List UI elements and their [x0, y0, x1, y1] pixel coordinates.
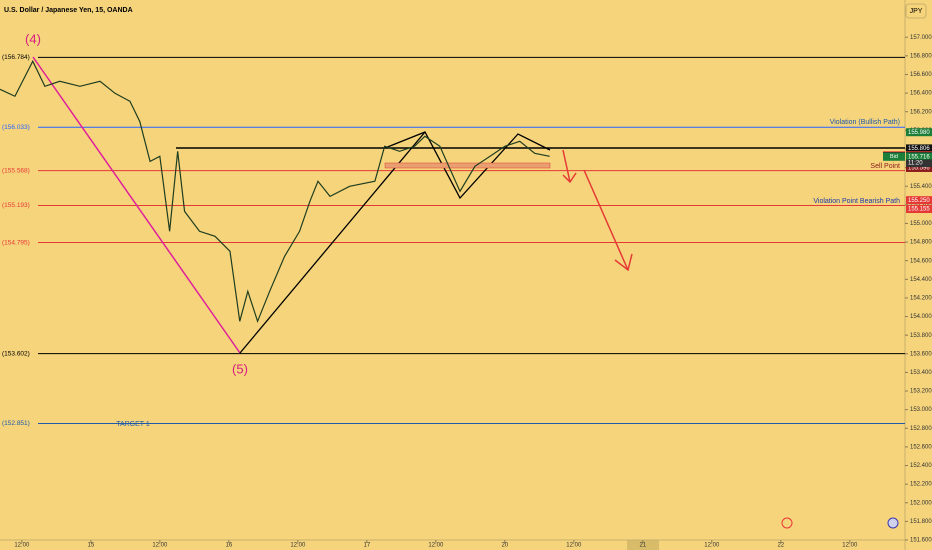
y-tick-label: 154.200 [910, 296, 932, 302]
price-marker [906, 152, 932, 161]
y-tick-label: 152.800 [910, 426, 932, 432]
level-label: (154.795) [2, 239, 30, 246]
level-label: (153.602) [2, 350, 30, 357]
wave-label: (5) [232, 361, 248, 376]
x-tick-label: 12:00 [290, 543, 306, 549]
x-tick-label: 12:00 [704, 543, 720, 549]
wave-label: (4) [25, 31, 41, 46]
arrow [562, 149, 571, 183]
y-tick-label: 157.000 [910, 35, 932, 41]
pattern-line [384, 131, 551, 200]
y-tick-label: 154.600 [910, 258, 932, 264]
annotation: TARGET 1 [116, 421, 150, 428]
annotation: Violation (Bullish Path) [830, 119, 900, 126]
x-tick-label: 17 [363, 543, 370, 549]
price-marker-label: 155.250 [908, 198, 930, 204]
y-tick-label: 156.400 [910, 91, 932, 97]
marker-tag: Bid [890, 154, 898, 160]
y-tick-label: 152.400 [910, 463, 932, 469]
level-label: (156.784) [2, 54, 30, 61]
y-tick-label: 155.400 [910, 184, 932, 190]
currency: JPY [910, 8, 923, 15]
sell-zone [384, 162, 551, 169]
x-tick-label: 22 [777, 543, 784, 549]
x-tick-label: 20 [501, 543, 508, 549]
y-tick-label: 152.200 [910, 482, 932, 488]
x-tick-label: 12:00 [566, 543, 582, 549]
y-tick-label: 153.800 [910, 333, 932, 339]
highlight-day [627, 540, 659, 550]
price-marker-label: 155.980 [908, 130, 930, 136]
y-tick-label: 153.400 [910, 370, 932, 376]
wave-line [32, 56, 241, 354]
x-tick-label: 16 [225, 543, 232, 549]
x-tick-label: 15 [88, 543, 95, 549]
x-tick-label: 12:00 [152, 543, 168, 549]
x-tick-label: 12:00 [428, 543, 444, 549]
arrow [583, 169, 629, 271]
y-tick-label: 156.800 [910, 53, 932, 59]
level-label: (156.033) [2, 124, 30, 131]
y-tick-label: 151.800 [910, 519, 932, 525]
price-marker-label: 155.155 [908, 207, 930, 213]
y-tick-label: 152.000 [910, 500, 932, 506]
price-marker [906, 163, 932, 172]
countdown-bg [906, 160, 932, 168]
y-tick-label: 154.400 [910, 277, 932, 283]
drawings [32, 56, 905, 529]
x-tick-label: 12:00 [14, 543, 30, 549]
y-tick-label: 154.800 [910, 240, 932, 246]
y-tick-label: 153.600 [910, 351, 932, 357]
price-marker [906, 128, 932, 137]
price-marker-label: 155.716 [908, 154, 930, 160]
price-marker [906, 205, 932, 214]
arrow-head [614, 253, 633, 272]
currency-badge [905, 3, 927, 19]
price-marker [906, 144, 932, 153]
y-tick-label: 153.200 [910, 389, 932, 395]
level-label: (152.851) [2, 420, 30, 427]
y-tick-label: 151.600 [910, 538, 932, 544]
y-tick-label: 156.200 [910, 109, 932, 115]
y-tick-label: 153.000 [910, 407, 932, 413]
x-tick-label: 21 [639, 543, 646, 549]
level-label: (155.568) [2, 167, 30, 174]
flag-icon[interactable] [887, 517, 899, 529]
price-line [0, 59, 550, 324]
y-tick-label: 156.600 [910, 72, 932, 78]
price-marker [906, 196, 932, 205]
levels [38, 56, 905, 425]
annotation: Sell Point [870, 163, 900, 170]
x-tick-label: 12:00 [842, 543, 858, 549]
countdown: 11:20 [908, 161, 923, 167]
event-icon[interactable] [781, 517, 793, 529]
price-marker-label: 155.806 [908, 146, 930, 152]
y-tick-label: 155.000 [910, 221, 932, 227]
marker-tag-bg [883, 152, 905, 161]
chart-title: U.S. Dollar / Japanese Yen, 15, OANDA [4, 7, 133, 14]
level-label: (155.193) [2, 202, 30, 209]
y-tick-label: 154.000 [910, 314, 932, 320]
annotation: Violation Point Bearish Path [813, 198, 900, 205]
y-tick-label: 152.600 [910, 444, 932, 450]
arrow-head [562, 172, 577, 184]
price-marker-label: 155.596 [908, 166, 930, 172]
trend-line [239, 131, 426, 354]
